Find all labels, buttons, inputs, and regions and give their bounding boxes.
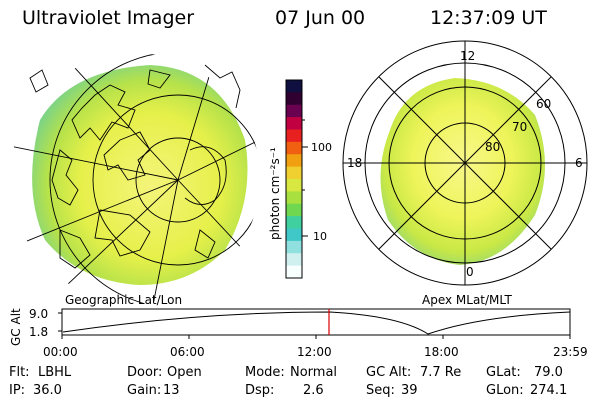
door-value: Open — [167, 365, 202, 380]
colorbar-swatch — [286, 265, 302, 279]
gcalt-value: 7.7 Re — [420, 365, 462, 380]
auroral-image-left — [32, 65, 248, 285]
mode-label: Mode: — [245, 365, 285, 380]
mlat-label-60: 60 — [536, 97, 551, 111]
timeline-axis-label: GC Alt — [9, 308, 23, 346]
colorbar-unit-label: photon cm⁻²s⁻¹ — [268, 147, 282, 240]
colorbar-swatch — [286, 179, 302, 192]
glat-value: 79.0 — [534, 365, 563, 380]
colorbar-tick-10: 10 — [313, 230, 327, 243]
colorbar-swatch — [286, 154, 302, 168]
seq-label: Seq: — [366, 383, 395, 398]
y-tick-9: 9.0 — [29, 307, 48, 321]
colorbar-swatch — [286, 228, 302, 242]
altitude-curve — [62, 311, 571, 335]
mlat-label-80: 80 — [485, 140, 500, 154]
glat-label: GLat: — [486, 365, 521, 380]
y-tick-1-8: 1.8 — [29, 325, 48, 339]
colorbar-swatch — [286, 166, 302, 180]
lat-circle-60 — [49, 53, 260, 303]
glon-value: 274.1 — [530, 383, 568, 398]
colorbar-swatch — [286, 203, 302, 217]
x-tick-0600: 06:00 — [170, 345, 205, 359]
colorbar-swatch — [286, 129, 302, 143]
glon-label: GLon: — [486, 383, 524, 398]
colorbar-swatch — [286, 216, 302, 229]
time-label: 12:37:09 UT — [430, 7, 547, 29]
colorbar-swatch — [286, 80, 302, 93]
lat-circle-70 — [92, 94, 260, 266]
colorbar-swatch — [286, 141, 302, 155]
instrument-title: Ultraviolet Imager — [22, 7, 195, 29]
color-bar — [285, 79, 303, 279]
ip-label: IP: — [9, 383, 26, 398]
dsp-value: 2.6 — [303, 383, 324, 398]
colorbar-swatch — [286, 117, 302, 130]
x-tick-1800: 18:00 — [424, 345, 459, 359]
mlat-label-70: 70 — [512, 120, 527, 134]
x-tick-0000: 00:00 — [43, 345, 78, 359]
ip-value: 36.0 — [33, 383, 62, 398]
colorbar-tick-100: 100 — [311, 141, 332, 154]
mlt-label-18: 18 — [347, 156, 362, 170]
flt-value: LBHL — [38, 365, 72, 380]
gain-label: Gain: — [127, 383, 162, 398]
door-label: Door: — [127, 365, 163, 380]
colorbar-swatch — [286, 191, 302, 205]
coastline-outer — [204, 64, 241, 109]
colorbar-swatch — [286, 253, 302, 267]
magnetic-image — [342, 40, 588, 286]
right-caption: Apex MLat/MLT — [422, 293, 512, 307]
colorbar-swatch — [286, 92, 302, 106]
seq-value: 39 — [401, 383, 418, 398]
flt-label: Flt: — [9, 365, 30, 380]
lat-circle-80 — [135, 137, 221, 223]
mlt-label-12: 12 — [460, 49, 475, 63]
gain-value: 13 — [163, 383, 180, 398]
dsp-label: Dsp: — [245, 383, 275, 398]
geographic-image — [10, 53, 260, 303]
colorbar-ticks — [302, 119, 308, 237]
x-tick-1200: 12:00 — [297, 345, 332, 359]
colorbar-border — [285, 79, 303, 279]
x-tick-2359: 23:59 — [553, 345, 588, 359]
mlt-label-0: 0 — [466, 265, 474, 279]
colorbar-swatch — [286, 240, 302, 254]
altitude-timeline — [58, 308, 571, 339]
date-label: 07 Jun 00 — [275, 7, 366, 29]
mlt-label-6: 6 — [575, 156, 583, 170]
mode-value: Normal — [290, 365, 338, 380]
colorbar-swatch — [286, 104, 302, 118]
left-caption: Geographic Lat/Lon — [65, 293, 182, 307]
gcalt-label: GC Alt: — [366, 365, 412, 380]
